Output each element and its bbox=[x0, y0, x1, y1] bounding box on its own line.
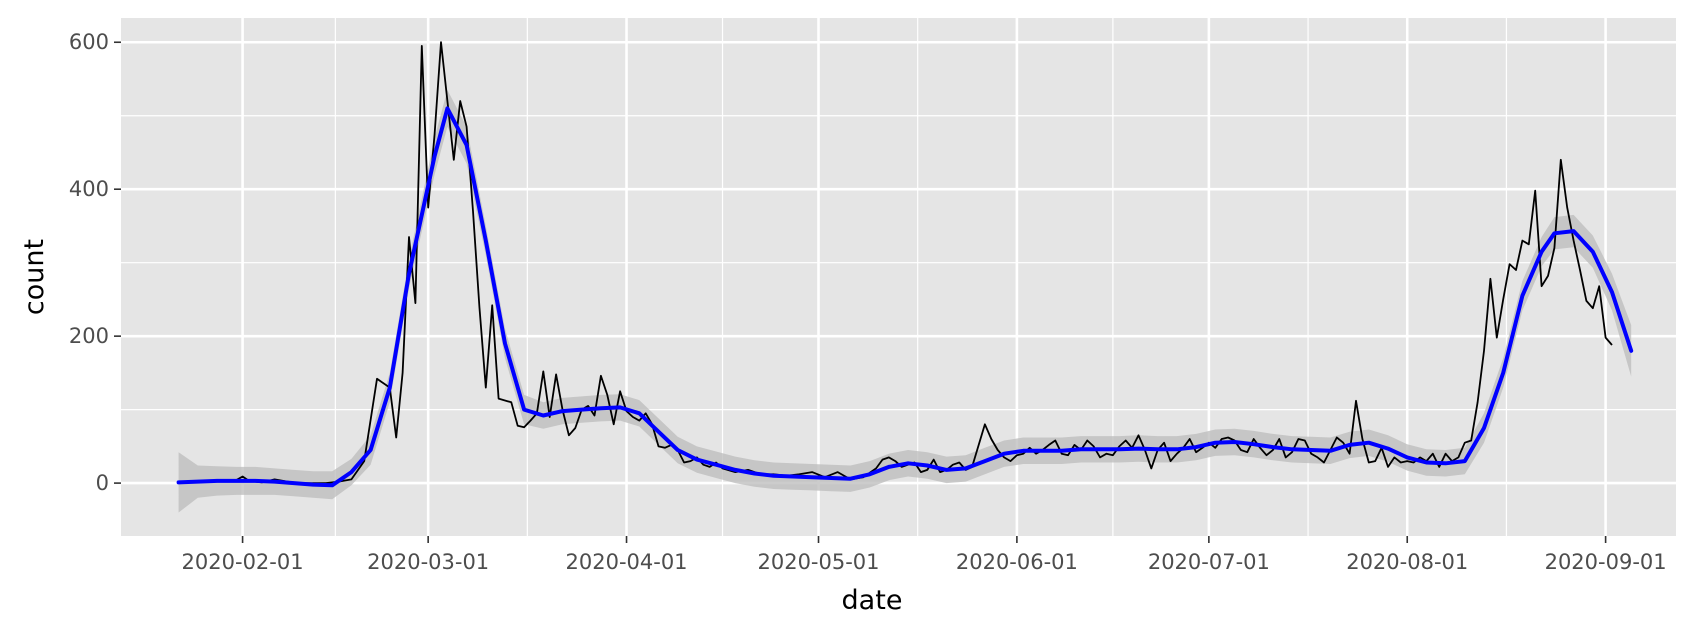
x-axis-title: date bbox=[842, 585, 903, 616]
y-tick-label: 400 bbox=[69, 177, 109, 201]
y-tick-label: 0 bbox=[96, 471, 109, 495]
major-gridlines bbox=[121, 18, 1676, 536]
x-tick-label: 2020-05-01 bbox=[757, 550, 879, 574]
y-tick-label: 200 bbox=[69, 324, 109, 348]
x-tick-label: 2020-06-01 bbox=[956, 550, 1078, 574]
x-tick-label: 2020-09-01 bbox=[1545, 550, 1667, 574]
data-lines bbox=[176, 41, 1634, 488]
axes: 2020-02-01 2020-03-01 2020-04-01 2020-05-01… bbox=[69, 30, 1667, 574]
y-tick-label: 600 bbox=[69, 30, 109, 54]
x-tick-label: 2020-04-01 bbox=[566, 550, 688, 574]
x-tick-label: 2020-08-01 bbox=[1346, 550, 1468, 574]
smooth-confidence-band bbox=[178, 90, 1632, 513]
x-tick-label: 2020-03-01 bbox=[367, 550, 489, 574]
x-tick-label: 2020-07-01 bbox=[1148, 550, 1270, 574]
y-axis-title: count bbox=[19, 239, 50, 315]
confidence-band bbox=[178, 90, 1632, 513]
smoothed-trend-line bbox=[176, 106, 1634, 488]
x-tick-label: 2020-02-01 bbox=[182, 550, 304, 574]
